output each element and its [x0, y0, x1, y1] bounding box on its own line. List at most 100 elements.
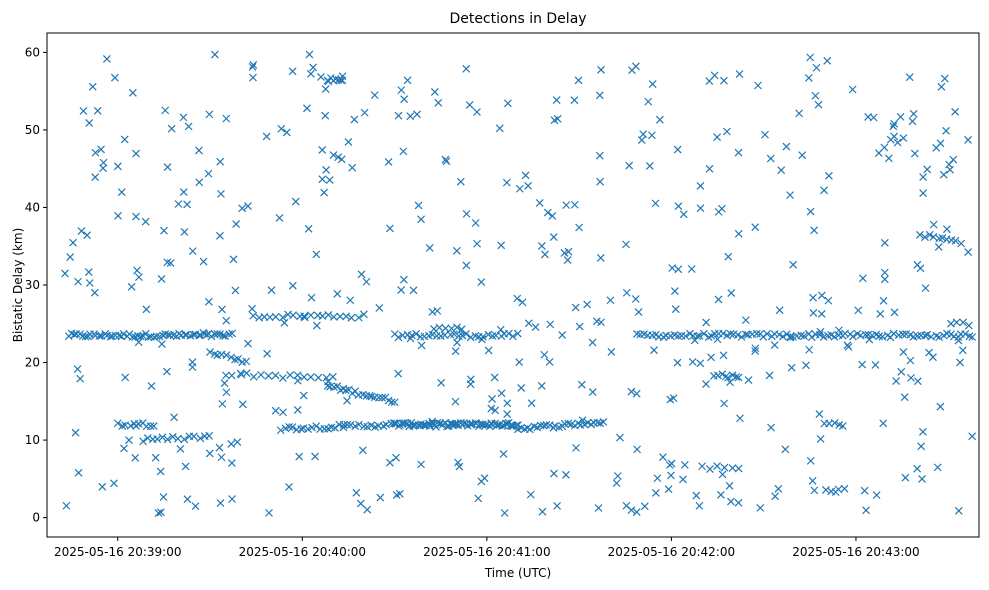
- detection-marker: [384, 158, 393, 166]
- detection-marker: [917, 442, 926, 451]
- detection-marker: [248, 304, 257, 313]
- detection-marker: [120, 444, 128, 453]
- detection-marker: [437, 378, 446, 387]
- detection-marker: [83, 231, 92, 240]
- detection-marker: [196, 434, 205, 443]
- detection-marker: [394, 333, 403, 342]
- detection-marker: [631, 295, 640, 303]
- detection-marker: [951, 236, 960, 245]
- detection-marker: [925, 348, 934, 357]
- detection-marker: [228, 495, 237, 503]
- y-tick-label: 20: [25, 356, 40, 370]
- detection-marker: [840, 484, 849, 493]
- detection-marker: [570, 200, 579, 209]
- detection-marker: [84, 268, 93, 276]
- detection-marker: [919, 173, 928, 181]
- detection-marker: [280, 318, 289, 327]
- detection-marker: [74, 468, 83, 477]
- detection-marker: [110, 73, 119, 82]
- detection-marker: [305, 50, 314, 59]
- detection-marker: [179, 113, 188, 122]
- detection-marker: [667, 471, 675, 480]
- detection-marker: [942, 225, 951, 234]
- detection-marker: [627, 387, 636, 396]
- detection-marker: [524, 181, 533, 190]
- detection-marker: [165, 331, 174, 340]
- detection-marker: [612, 479, 621, 488]
- detection-marker: [719, 351, 728, 360]
- detection-marker: [217, 189, 225, 198]
- detection-marker: [932, 143, 941, 152]
- detection-marker: [535, 198, 544, 207]
- detection-marker: [346, 421, 355, 429]
- detection-marker: [199, 328, 208, 337]
- detection-marker: [889, 122, 898, 131]
- detection-marker: [210, 350, 219, 359]
- detection-marker: [69, 238, 77, 247]
- detection-marker: [713, 335, 722, 344]
- detection-marker: [633, 445, 642, 454]
- detection-marker: [545, 357, 554, 366]
- detection-marker: [607, 348, 616, 356]
- detection-marker: [493, 421, 502, 429]
- detection-marker: [102, 55, 111, 63]
- detection-marker: [330, 424, 339, 432]
- detection-marker: [320, 188, 329, 197]
- detection-marker: [644, 97, 653, 106]
- detection-marker: [309, 63, 318, 72]
- detection-marker: [378, 393, 387, 402]
- detection-marker: [189, 432, 198, 441]
- detection-marker: [195, 331, 204, 340]
- detection-marker: [434, 98, 443, 107]
- detection-marker: [639, 130, 648, 139]
- detection-marker: [354, 313, 363, 322]
- detection-marker: [462, 261, 471, 270]
- detection-marker: [451, 397, 460, 406]
- x-tick-label: 2025-05-16 20:43:00: [792, 545, 919, 559]
- detection-marker: [306, 373, 315, 382]
- detection-marker: [824, 296, 833, 305]
- detection-marker: [265, 508, 273, 517]
- detection-marker: [376, 493, 385, 502]
- detection-marker: [450, 420, 459, 429]
- detection-marker: [244, 339, 252, 348]
- detection-marker: [90, 288, 99, 297]
- detection-marker: [62, 501, 71, 510]
- detection-marker: [771, 492, 780, 501]
- detection-marker: [549, 233, 558, 242]
- detection-marker: [696, 359, 705, 368]
- detection-marker: [574, 76, 583, 85]
- detection-marker: [968, 432, 977, 441]
- detection-marker: [291, 197, 300, 206]
- detection-marker: [596, 254, 605, 262]
- detection-marker: [85, 118, 94, 127]
- detection-marker: [300, 373, 309, 382]
- detection-marker: [637, 136, 646, 144]
- detection-marker: [487, 404, 496, 413]
- detection-marker: [898, 330, 907, 339]
- detection-marker: [668, 264, 677, 272]
- detection-marker: [474, 494, 483, 503]
- detection-marker: [651, 199, 660, 208]
- detection-marker: [822, 485, 830, 494]
- detection-marker: [218, 305, 226, 314]
- detection-marker: [85, 279, 94, 287]
- detection-marker: [205, 110, 214, 119]
- detection-marker: [131, 453, 140, 462]
- detection-marker: [450, 330, 458, 339]
- detection-marker: [385, 458, 394, 467]
- detection-marker: [820, 186, 828, 195]
- detection-marker: [271, 312, 280, 321]
- detection-marker: [965, 332, 974, 341]
- detection-marker: [798, 151, 807, 160]
- detection-marker: [595, 151, 604, 160]
- detection-marker: [161, 106, 170, 115]
- detection-marker: [397, 286, 406, 294]
- detection-marker: [596, 177, 605, 186]
- detection-marker: [365, 391, 374, 400]
- detection-marker: [321, 111, 330, 120]
- detection-marker: [650, 346, 658, 355]
- detection-marker: [674, 332, 683, 340]
- detection-marker: [696, 182, 705, 190]
